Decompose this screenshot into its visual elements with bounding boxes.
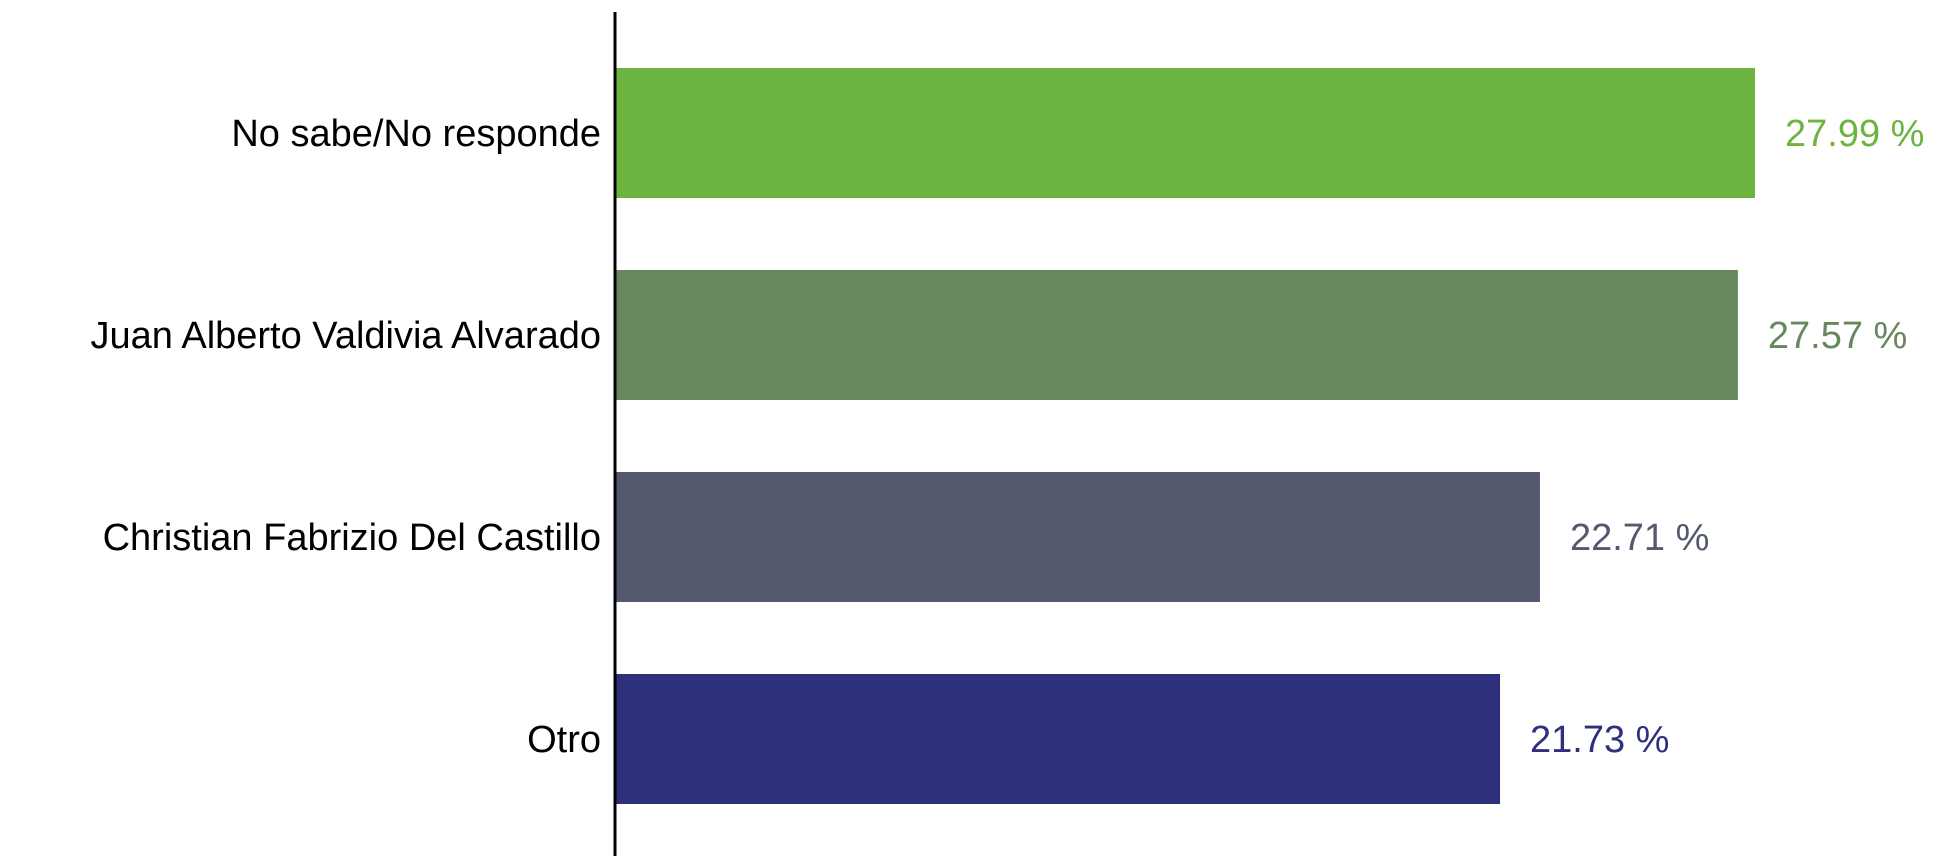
category-label: No sabe/No responde bbox=[231, 113, 601, 155]
data-label: 21.73 % bbox=[1530, 719, 1669, 761]
category-labels: No sabe/No responde Juan Alberto Valdivia… bbox=[90, 113, 601, 761]
value-labels: 27.99 % 27.57 % 22.71 % 21.73 % bbox=[1530, 113, 1924, 761]
data-label: 22.71 % bbox=[1570, 517, 1709, 559]
bar bbox=[615, 674, 1500, 804]
data-label: 27.99 % bbox=[1785, 113, 1924, 155]
category-label: Otro bbox=[527, 719, 601, 761]
category-label: Juan Alberto Valdivia Alvarado bbox=[90, 315, 601, 357]
category-label: Christian Fabrizio Del Castillo bbox=[103, 517, 601, 559]
bar-group bbox=[615, 68, 1755, 804]
data-label: 27.57 % bbox=[1768, 315, 1907, 357]
bar bbox=[615, 68, 1755, 198]
bar bbox=[615, 270, 1738, 400]
bar bbox=[615, 472, 1540, 602]
